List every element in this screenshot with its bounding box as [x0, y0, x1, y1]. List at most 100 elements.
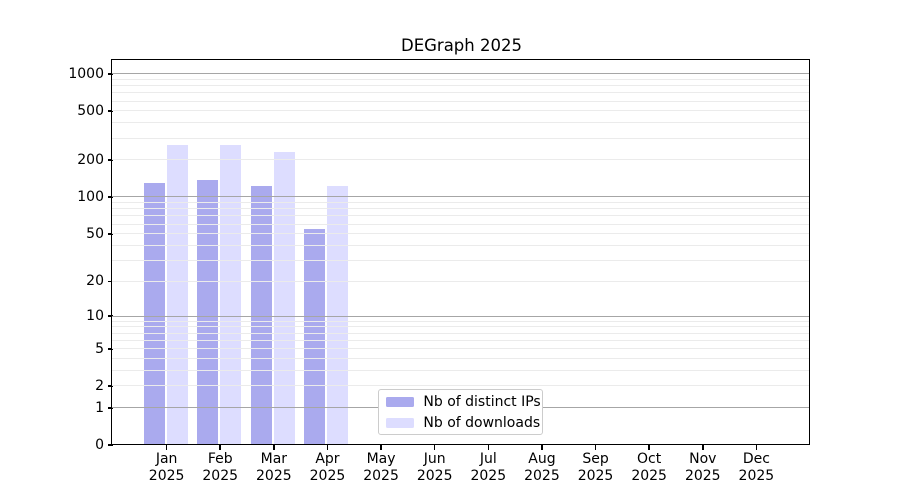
minor-gridline-2: [112, 385, 810, 387]
minor-gridline-800: [112, 85, 810, 87]
month-year: 2025: [256, 467, 292, 484]
month-year: 2025: [738, 467, 775, 484]
month-name: Sep: [582, 451, 609, 467]
y-tick-label-20: 20: [86, 273, 104, 290]
y-tick-label-500: 500: [77, 103, 104, 120]
x-tick-mark-jul: [487, 445, 490, 450]
bar-distinct-ips-feb: [197, 180, 219, 445]
legend-label-distinct-ips: Nb of distinct IPs: [423, 393, 541, 410]
month-year: 2025: [470, 467, 507, 484]
x-tick-label-mar: Mar 2025: [244, 451, 304, 484]
month-year: 2025: [577, 467, 614, 484]
bar-downloads-feb: [220, 144, 242, 445]
x-tick-mark-may: [380, 445, 382, 450]
minor-gridline-400: [112, 122, 810, 124]
x-tick-label-may: May 2025: [351, 451, 411, 484]
minor-gridline-30: [112, 259, 810, 261]
minor-gridline-700: [112, 92, 810, 94]
month-year: 2025: [631, 467, 667, 484]
minor-gridline-900: [112, 78, 810, 80]
minor-gridline-600: [112, 100, 810, 102]
major-gridline-1000: [112, 73, 810, 75]
minor-gridline-80: [112, 208, 810, 210]
x-tick-label-oct: Oct 2025: [619, 451, 679, 484]
minor-gridline-90: [112, 202, 810, 204]
y-tick-mark-1: [108, 406, 113, 409]
month-year: 2025: [309, 467, 346, 484]
minor-gridline-3: [112, 369, 810, 371]
legend-row-downloads: Nb of downloads: [379, 414, 542, 431]
x-tick-label-jul: Jul 2025: [458, 451, 518, 484]
x-tick-mark-jun: [433, 445, 436, 450]
minor-gridline-6: [112, 339, 810, 341]
month-year: 2025: [524, 467, 560, 484]
x-tick-label-apr: Apr 2025: [297, 451, 357, 484]
legend-swatch-downloads: [386, 418, 415, 428]
month-name: Jul: [479, 451, 497, 467]
y-tick-label-1: 1: [95, 399, 104, 416]
legend-swatch-distinct-ips: [386, 397, 415, 407]
month-year: 2025: [684, 467, 721, 484]
x-tick-mark-jan: [165, 445, 168, 450]
y-tick-mark-0: [108, 444, 113, 446]
y-tick-mark-100: [108, 196, 113, 198]
month-year: 2025: [148, 467, 185, 484]
major-gridline-10: [112, 315, 810, 317]
x-tick-mark-mar: [273, 445, 275, 450]
minor-gridline-200: [112, 159, 810, 161]
minor-gridline-4: [112, 357, 810, 359]
y-tick-mark-500: [108, 110, 113, 112]
x-tick-mark-nov: [701, 445, 704, 450]
x-tick-label-nov: Nov 2025: [673, 451, 733, 484]
bar-downloads-mar: [273, 152, 295, 445]
major-gridline-100: [112, 196, 810, 198]
x-tick-mark-aug: [541, 445, 543, 450]
month-name: May: [366, 451, 396, 467]
month-year: 2025: [416, 467, 453, 484]
month-name: Jan: [155, 451, 178, 467]
bar-downloads-jan: [166, 144, 188, 445]
month-year: 2025: [363, 467, 399, 484]
x-tick-label-jan: Jan 2025: [137, 451, 197, 484]
minor-gridline-300: [112, 137, 810, 139]
y-tick-mark-5: [108, 347, 113, 350]
y-tick-label-1000: 1000: [68, 65, 104, 82]
x-tick-label-sep: Sep 2025: [566, 451, 626, 484]
x-tick-mark-sep: [594, 445, 597, 450]
minor-gridline-9: [112, 320, 810, 322]
bar-distinct-ips-apr: [304, 229, 326, 445]
minor-gridline-60: [112, 223, 810, 225]
y-tick-label-2: 2: [95, 377, 104, 394]
month-name: Apr: [315, 451, 340, 467]
y-tick-mark-2: [108, 385, 113, 387]
y-tick-mark-1000: [108, 73, 113, 75]
y-tick-mark-200: [108, 159, 113, 161]
y-tick-label-10: 10: [86, 308, 104, 325]
legend: Nb of distinct IPs Nb of downloads: [378, 389, 544, 436]
x-tick-mark-oct: [648, 445, 650, 450]
month-name: Nov: [689, 451, 717, 467]
month-name: Jun: [423, 451, 446, 467]
bar-distinct-ips-mar: [250, 185, 272, 445]
y-tick-mark-50: [108, 232, 113, 235]
minor-gridline-7: [112, 332, 810, 334]
x-tick-mark-dec: [755, 445, 758, 450]
x-tick-label-feb: Feb 2025: [190, 451, 250, 484]
minor-gridline-50: [112, 233, 810, 235]
y-tick-label-5: 5: [95, 340, 104, 357]
plot-area: Nb of distinct IPs Nb of downloads: [111, 59, 811, 446]
minor-gridline-20: [112, 280, 810, 282]
legend-row-distinct-ips: Nb of distinct IPs: [379, 393, 542, 410]
bar-distinct-ips-jan: [143, 183, 165, 445]
minor-gridline-5: [112, 348, 810, 350]
y-tick-label-100: 100: [77, 189, 104, 206]
y-tick-label-0: 0: [95, 437, 104, 453]
month-year: 2025: [202, 467, 239, 484]
x-tick-label-dec: Dec 2025: [726, 451, 786, 484]
bar-downloads-apr: [327, 185, 349, 445]
minor-gridline-70: [112, 215, 810, 217]
x-tick-mark-feb: [219, 445, 222, 450]
y-tick-label-200: 200: [77, 152, 104, 169]
chart-title: DEGraph 2025: [401, 36, 522, 55]
